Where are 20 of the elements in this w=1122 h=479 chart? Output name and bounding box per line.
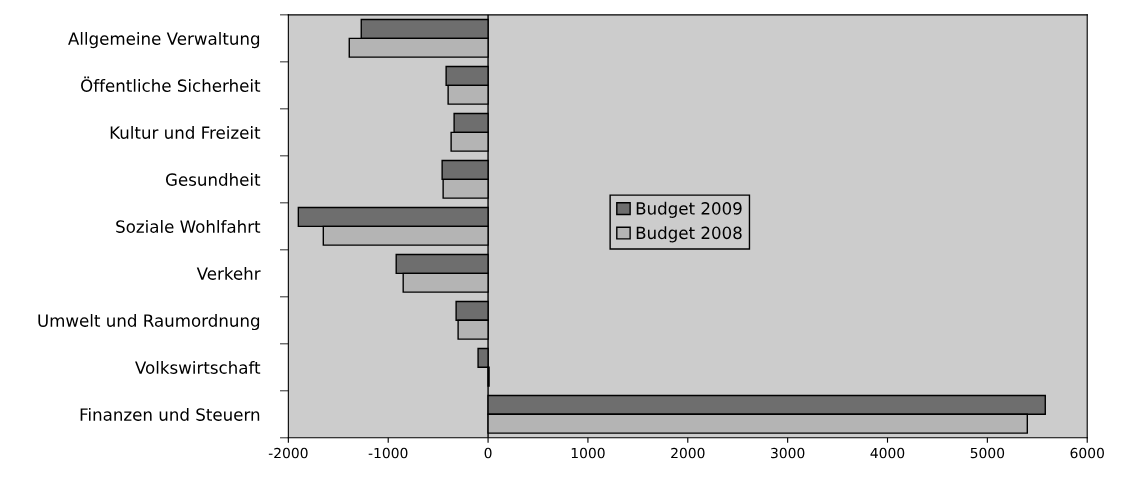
y-tick-label: Umwelt und Raumordnung — [38, 313, 260, 331]
y-tick-label: Öffentliche Sicherheit — [81, 76, 261, 92]
x-tick-label: -2000 — [268, 447, 308, 459]
x-tick-label: 5000 — [970, 447, 1005, 459]
x-tick-label: -1000 — [368, 447, 408, 459]
y-tick-label: Volkswirtschaft — [135, 360, 261, 374]
x-tick-label: 0 — [484, 447, 492, 459]
y-tick-label: Soziale Wohlfahrt — [116, 220, 261, 233]
x-tick-label: 4000 — [870, 447, 905, 459]
x-tick-label: 3000 — [771, 447, 805, 459]
x-tick-label: 2000 — [671, 447, 705, 459]
y-tick-label: Kultur und Freizeit — [110, 126, 261, 139]
y-tick-label: Allgemeine Verwaltung — [68, 32, 260, 49]
y-tick-label: Gesundheit — [165, 173, 261, 186]
x-tick-label: 1000 — [571, 447, 605, 459]
legend-label: Budget 2009 — [636, 201, 742, 218]
y-tick-label: Finanzen und Steuern — [80, 407, 260, 421]
legend-label: Budget 2008 — [636, 226, 742, 243]
y-tick-label: Verkehr — [196, 266, 261, 280]
x-tick-label: 6000 — [1070, 447, 1104, 459]
